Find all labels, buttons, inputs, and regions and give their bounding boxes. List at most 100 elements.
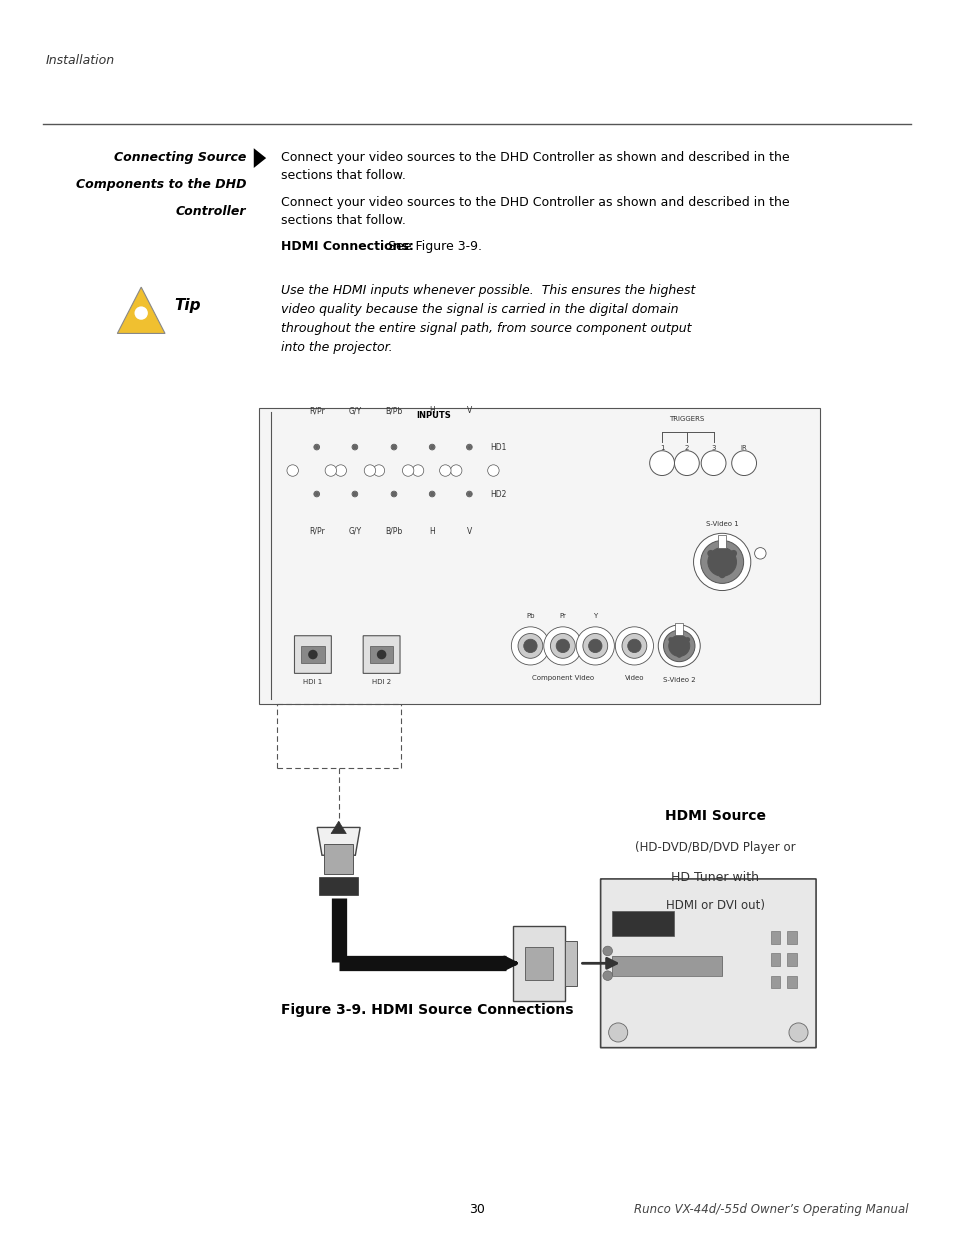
Circle shape (556, 640, 569, 652)
Text: S-Video 1: S-Video 1 (705, 521, 738, 527)
Circle shape (430, 492, 434, 496)
Circle shape (658, 625, 700, 667)
Circle shape (511, 627, 549, 664)
Circle shape (718, 572, 725, 578)
Circle shape (134, 306, 148, 320)
Circle shape (466, 445, 472, 450)
Circle shape (287, 464, 298, 477)
Text: 1: 1 (659, 445, 663, 451)
Text: G/Y: G/Y (348, 527, 361, 536)
Circle shape (517, 634, 542, 658)
Bar (301, 646, 324, 663)
Bar (718, 535, 725, 547)
Circle shape (602, 946, 612, 956)
Circle shape (352, 445, 357, 450)
Circle shape (467, 492, 471, 496)
Circle shape (393, 446, 395, 448)
Text: 2: 2 (684, 445, 688, 451)
Bar (524, 946, 553, 981)
Text: HDMI or DVI out): HDMI or DVI out) (665, 899, 764, 913)
Circle shape (391, 492, 396, 496)
Text: H: H (429, 527, 435, 536)
Text: Use the HDMI inputs whenever possible.  This ensures the highest
video quality b: Use the HDMI inputs whenever possible. T… (281, 284, 695, 354)
Circle shape (308, 650, 317, 659)
Text: HDI 2: HDI 2 (372, 679, 391, 685)
Circle shape (353, 445, 356, 450)
Polygon shape (117, 288, 165, 333)
Circle shape (487, 464, 498, 477)
Circle shape (467, 445, 471, 450)
Circle shape (550, 634, 575, 658)
Text: HDI 1: HDI 1 (303, 679, 322, 685)
Circle shape (430, 493, 434, 495)
Circle shape (693, 534, 750, 590)
Circle shape (353, 492, 356, 496)
Circle shape (431, 446, 433, 448)
Circle shape (376, 650, 386, 659)
Circle shape (335, 464, 346, 477)
Circle shape (314, 445, 319, 450)
Text: HDMI Source: HDMI Source (664, 809, 765, 823)
Text: Controller: Controller (175, 205, 246, 219)
Bar (786, 953, 796, 966)
Bar (770, 976, 780, 988)
Text: G/Y: G/Y (348, 406, 361, 415)
Circle shape (466, 492, 472, 496)
Text: HDMI Connections:: HDMI Connections: (281, 240, 414, 253)
Text: TRIGGERS: TRIGGERS (669, 416, 703, 422)
FancyBboxPatch shape (600, 879, 815, 1047)
Text: (HD-DVD/BD/DVD Player or: (HD-DVD/BD/DVD Player or (635, 841, 795, 855)
Bar (612, 956, 721, 976)
Circle shape (588, 640, 601, 652)
Text: Connecting Source: Connecting Source (113, 151, 246, 164)
Bar (564, 941, 576, 986)
Circle shape (674, 451, 699, 475)
Circle shape (315, 446, 317, 448)
Circle shape (431, 493, 433, 495)
Text: Pb: Pb (526, 614, 534, 620)
Circle shape (602, 971, 612, 981)
Circle shape (314, 446, 318, 448)
Circle shape (627, 640, 640, 652)
Circle shape (582, 634, 607, 658)
Circle shape (352, 492, 357, 496)
Circle shape (429, 492, 435, 496)
Text: Components to the DHD: Components to the DHD (75, 178, 246, 191)
Text: B/Pb: B/Pb (385, 406, 402, 415)
Circle shape (621, 634, 646, 658)
Text: R/Pr: R/Pr (309, 406, 324, 415)
Circle shape (393, 493, 395, 495)
Bar (324, 844, 353, 874)
Circle shape (314, 492, 319, 496)
Circle shape (729, 550, 737, 557)
Text: Y: Y (593, 614, 597, 620)
FancyBboxPatch shape (512, 926, 565, 1000)
Circle shape (467, 446, 471, 448)
Circle shape (354, 446, 355, 448)
Circle shape (314, 445, 318, 450)
Circle shape (467, 493, 471, 495)
Circle shape (364, 464, 375, 477)
Circle shape (649, 451, 674, 475)
Text: 30: 30 (469, 1203, 484, 1216)
Circle shape (668, 636, 689, 656)
Text: B/Pb: B/Pb (385, 527, 402, 536)
Text: V: V (466, 527, 472, 536)
Text: HD Tuner with: HD Tuner with (671, 871, 759, 884)
Text: H: H (429, 406, 435, 415)
Bar (318, 877, 358, 895)
Bar (770, 953, 780, 966)
Bar (786, 976, 796, 988)
FancyBboxPatch shape (294, 636, 331, 673)
Text: HD1: HD1 (490, 442, 506, 452)
FancyBboxPatch shape (363, 636, 399, 673)
Text: INPUTS: INPUTS (416, 411, 451, 420)
Polygon shape (331, 821, 346, 834)
Circle shape (373, 464, 384, 477)
Circle shape (392, 493, 395, 495)
Polygon shape (253, 148, 266, 168)
Circle shape (668, 637, 673, 642)
Circle shape (391, 445, 396, 450)
Circle shape (439, 464, 451, 477)
Text: Video: Video (624, 674, 643, 680)
